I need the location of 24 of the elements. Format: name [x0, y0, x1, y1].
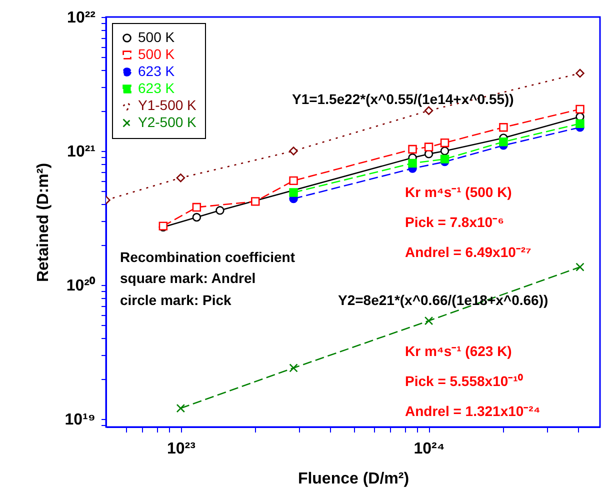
annotation: square mark: Andrel — [120, 270, 256, 286]
legend-label: Y2-500 K — [138, 114, 198, 130]
annotation: circle mark: Pick — [120, 292, 232, 308]
annotation: Kr m⁴s⁻¹ (623 K) — [405, 343, 512, 359]
legend-label: 623 K — [138, 63, 176, 79]
annotation: Y1=1.5e22*(x^0.55/(1e14+x^0.55)) — [292, 91, 514, 107]
annotation: Pick = 5.558x10⁻¹⁰ — [405, 373, 523, 389]
y-tick-label: 10²² — [67, 10, 96, 26]
x-tick-label: 10²³ — [166, 440, 196, 458]
y-tick-label: 10²⁰ — [66, 276, 96, 294]
y-axis-title: Retained (D:m²) — [34, 162, 52, 282]
annotation: Andrel = 1.321x10⁻²⁴ — [405, 403, 540, 419]
legend-label: 500 K — [138, 29, 176, 45]
x-tick-label: 10²⁴ — [414, 440, 445, 458]
annotation: Recombination coefficient — [120, 249, 296, 265]
annotation: Kr m⁴s⁻¹ (500 K) — [405, 184, 512, 200]
y-tick-label: 10¹⁹ — [64, 411, 96, 428]
legend-label: 623 K — [138, 80, 176, 96]
annotation: Pick = 7.8x10⁻⁶ — [405, 214, 504, 230]
x-axis-title: Fluence (D/m²) — [298, 470, 410, 488]
legend-label: 500 K — [138, 46, 176, 62]
annotation: Andrel = 6.49x10⁻²⁷ — [405, 244, 532, 260]
y-tick-label: 10²¹ — [67, 143, 96, 160]
legend-label: Y1-500 K — [138, 97, 198, 113]
